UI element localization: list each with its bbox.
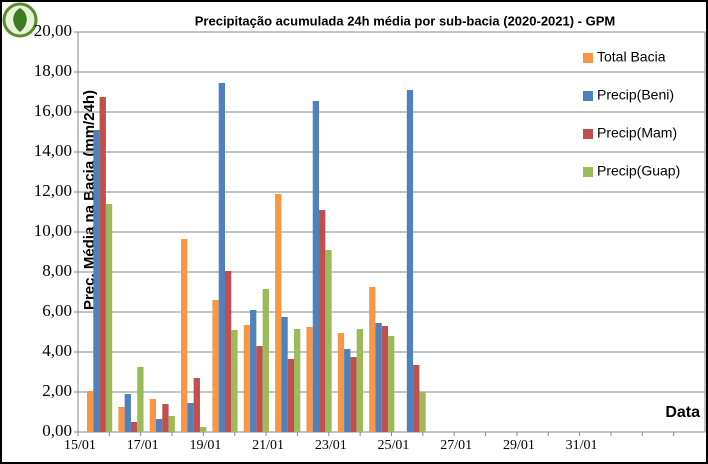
x-tick-label: 17/01 bbox=[127, 438, 159, 453]
bar bbox=[137, 367, 144, 432]
y-tick-label: 4,00 bbox=[42, 341, 72, 360]
bar bbox=[130, 422, 138, 432]
bar bbox=[162, 404, 169, 432]
bar bbox=[105, 204, 113, 432]
bar bbox=[243, 325, 251, 432]
bar bbox=[375, 323, 382, 432]
x-tick-label: 23/01 bbox=[315, 438, 347, 453]
bar bbox=[212, 300, 219, 432]
bar bbox=[93, 130, 100, 432]
bar bbox=[281, 317, 288, 432]
legend-swatch bbox=[583, 91, 593, 101]
x-tick-label: 31/01 bbox=[566, 438, 598, 453]
x-tick-label: 29/01 bbox=[503, 438, 535, 453]
x-tick-label: 21/01 bbox=[252, 438, 284, 453]
bar bbox=[187, 403, 194, 432]
bar bbox=[344, 349, 351, 432]
bar bbox=[319, 210, 326, 432]
bar bbox=[312, 101, 320, 432]
bar bbox=[294, 329, 301, 432]
y-tick-label: 8,00 bbox=[42, 261, 72, 280]
bar bbox=[199, 427, 207, 432]
y-tick-label: 0,00 bbox=[42, 421, 72, 440]
bar bbox=[419, 392, 426, 432]
legend-swatch bbox=[583, 53, 593, 63]
bar bbox=[287, 359, 294, 432]
bar bbox=[225, 271, 232, 432]
bar bbox=[149, 399, 156, 432]
x-axis-label: Data bbox=[665, 404, 700, 421]
x-tick-label: 25/01 bbox=[378, 438, 410, 453]
chart-title: Precipitação acumulada 24h média por sub… bbox=[195, 13, 616, 28]
bar bbox=[193, 378, 200, 432]
y-tick-label: 6,00 bbox=[42, 301, 72, 320]
bar bbox=[406, 90, 414, 432]
legend-label: Total Bacia bbox=[597, 49, 666, 65]
legend-label: Precip(Mam) bbox=[597, 125, 677, 141]
bar bbox=[99, 97, 106, 432]
bar bbox=[256, 346, 263, 432]
bar bbox=[218, 83, 225, 432]
legend-swatch bbox=[583, 167, 593, 177]
legend-label: Precip(Beni) bbox=[597, 87, 674, 103]
bar bbox=[369, 287, 376, 432]
bar bbox=[337, 333, 345, 432]
bar bbox=[275, 194, 282, 432]
bar bbox=[118, 407, 125, 432]
bar bbox=[168, 416, 175, 432]
bar bbox=[388, 336, 395, 432]
bar bbox=[181, 239, 188, 432]
bar bbox=[413, 365, 420, 432]
legend-label: Precip(Guap) bbox=[597, 163, 680, 179]
y-tick-label: 14,00 bbox=[34, 141, 72, 160]
bar bbox=[87, 391, 94, 432]
bar bbox=[350, 357, 357, 432]
logo bbox=[2, 2, 38, 38]
x-tick-label: 19/01 bbox=[189, 438, 221, 453]
bar bbox=[156, 419, 163, 432]
bar bbox=[262, 289, 269, 432]
bar bbox=[325, 250, 332, 432]
y-tick-label: 2,00 bbox=[42, 381, 72, 400]
y-tick-label: 10,00 bbox=[34, 221, 72, 240]
legend-swatch bbox=[583, 129, 593, 139]
y-tick-label: 16,00 bbox=[34, 101, 72, 120]
x-tick-label: 15/01 bbox=[64, 438, 96, 453]
bar bbox=[250, 310, 257, 432]
bar bbox=[306, 327, 313, 432]
bar bbox=[231, 330, 238, 432]
y-tick-label: 18,00 bbox=[34, 61, 72, 80]
y-tick-label: 12,00 bbox=[34, 181, 72, 200]
y-tick-label: 20,00 bbox=[34, 21, 72, 40]
x-tick-label: 27/01 bbox=[440, 438, 472, 453]
bar bbox=[381, 326, 389, 432]
bar bbox=[356, 329, 363, 432]
bar bbox=[124, 394, 131, 432]
